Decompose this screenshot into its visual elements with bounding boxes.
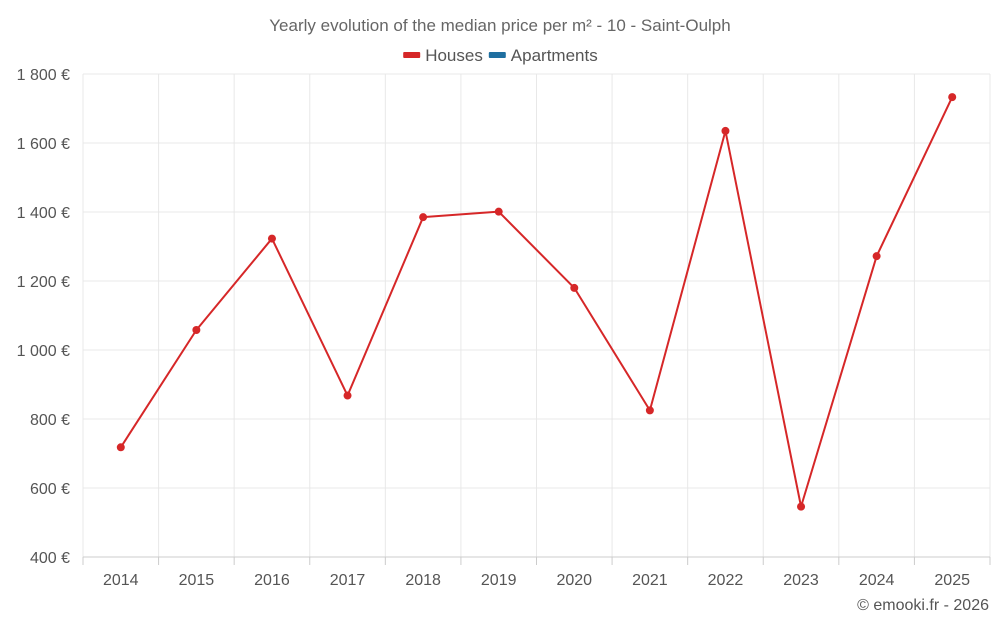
grid (82, 73, 991, 558)
y-tick-label: 600 € (30, 481, 70, 498)
data-point[interactable] (645, 406, 654, 415)
legend-swatch (488, 52, 506, 58)
x-tick-label: 2018 (405, 572, 441, 589)
legend-label: Apartments (511, 46, 598, 65)
y-tick-label: 1 600 € (17, 136, 70, 153)
x-tick-label: 2016 (254, 572, 290, 589)
legend-swatch (403, 52, 421, 58)
x-tick-label: 2022 (708, 572, 744, 589)
legend-item-apartments[interactable]: Apartments (488, 46, 598, 65)
data-point[interactable] (192, 325, 201, 334)
data-point[interactable] (872, 252, 881, 261)
x-tick-label: 2023 (783, 572, 819, 589)
x-tick-label: 2025 (934, 572, 970, 589)
y-tick-label: 1 400 € (17, 205, 70, 222)
x-tick-label: 2024 (859, 572, 895, 589)
x-tick-label: 2014 (103, 572, 139, 589)
data-point[interactable] (116, 443, 125, 452)
x-tick-label: 2021 (632, 572, 668, 589)
series-line-houses (119, 96, 954, 508)
x-tick-label: 2020 (556, 572, 592, 589)
y-tick-label: 400 € (30, 550, 70, 567)
data-point[interactable] (494, 207, 503, 216)
y-tick-label: 1 200 € (17, 274, 70, 291)
legend-item-houses[interactable]: Houses (403, 46, 483, 65)
x-tick-label: 2019 (481, 572, 517, 589)
data-point[interactable] (343, 391, 352, 400)
legend-label: Houses (425, 46, 483, 65)
y-tick-label: 800 € (30, 412, 70, 429)
legend: Houses Apartments (403, 46, 598, 65)
data-point[interactable] (721, 126, 730, 135)
y-tick-label: 1 000 € (17, 343, 70, 360)
data-point[interactable] (797, 502, 806, 511)
data-point[interactable] (948, 93, 957, 102)
data-point[interactable] (570, 283, 579, 292)
credit-text: © emooki.fr - 2026 (857, 597, 989, 614)
data-point[interactable] (419, 213, 428, 222)
series-layer (116, 93, 957, 511)
chart-title: Yearly evolution of the median price per… (269, 16, 730, 35)
y-tick-label: 1 800 € (17, 67, 70, 84)
axes: 400 € 600 € 800 € 1 000 € 1 200 € 1 400 € 1 60… (17, 67, 991, 589)
x-tick-label: 2017 (330, 572, 366, 589)
x-tick-label: 2015 (179, 572, 215, 589)
data-point[interactable] (267, 234, 276, 243)
